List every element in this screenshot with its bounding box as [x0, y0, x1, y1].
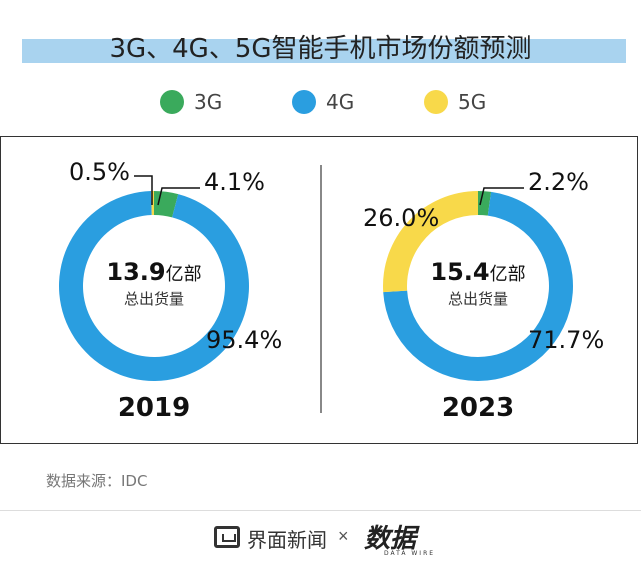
legend-item-3g: 3G	[160, 88, 222, 116]
slice-label-2019-5g: 0.5%	[69, 158, 130, 186]
footer-divider	[0, 510, 641, 511]
legend-swatch-5g	[424, 90, 448, 114]
charts-frame	[0, 136, 638, 444]
source-note: 数据来源：IDC	[46, 472, 148, 490]
center-total-2019: 13.9亿部	[106, 258, 201, 286]
legend-item-4g: 4G	[292, 88, 354, 116]
brand-name: 界面新闻	[247, 528, 327, 552]
legend-item-5g: 5G	[424, 88, 486, 116]
slice-label-2023-4g: 71.7%	[528, 326, 604, 354]
brand-separator: ×	[338, 526, 349, 546]
leader-line-2019-3g	[157, 187, 200, 206]
leader-line-2019-5g	[134, 175, 153, 205]
brand-footer: 界面新闻 × 数据 DATA WIRE	[0, 522, 641, 557]
jiemian-logo-icon	[214, 526, 240, 548]
leader-line-2023-3g	[479, 187, 524, 206]
slice-label-2023-5g: 26.0%	[363, 204, 439, 232]
title-highlight-bar	[22, 39, 626, 63]
chart-divider	[320, 165, 322, 413]
legend-label-3g: 3G	[194, 90, 223, 114]
dataw-logo-sub: DATA WIRE	[384, 550, 436, 557]
slice-2023-5g	[383, 191, 478, 293]
center-total-2023: 15.4亿部	[430, 258, 525, 286]
legend-swatch-4g	[292, 90, 316, 114]
dataw-logo-mark: 数据	[364, 524, 417, 554]
legend: 3G 4G 5G	[0, 88, 641, 116]
year-label-2019: 2019	[118, 393, 190, 423]
center-caption-2023: 总出货量	[448, 290, 508, 308]
slice-label-2023-3g: 2.2%	[528, 168, 589, 196]
slice-label-2019-3g: 4.1%	[204, 168, 265, 196]
legend-swatch-3g	[160, 90, 184, 114]
center-caption-2019: 总出货量	[124, 290, 184, 308]
chart-title: 3G、4G、5G智能手机市场份额预测	[109, 34, 532, 64]
legend-label-5g: 5G	[458, 90, 487, 114]
slice-label-2019-4g: 95.4%	[206, 326, 282, 354]
legend-label-4g: 4G	[326, 90, 355, 114]
year-label-2023: 2023	[442, 393, 514, 423]
